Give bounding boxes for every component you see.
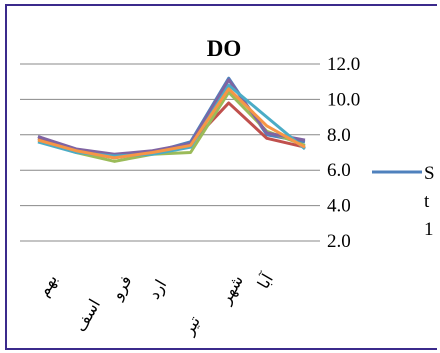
gridlines bbox=[20, 63, 320, 242]
x-category-label: بهم bbox=[35, 272, 61, 300]
series-lines bbox=[37, 76, 306, 163]
x-category-label: ارد bbox=[146, 277, 170, 302]
y-tick-label: 12.0 bbox=[327, 54, 360, 75]
chart-border bbox=[5, 4, 437, 350]
y-axis-tick-labels: 2.0 4.0 6.0 8.0 10.0 12.0 bbox=[327, 54, 360, 252]
x-category-label: آبا bbox=[253, 269, 278, 292]
series-line-5 bbox=[37, 83, 306, 158]
x-category-label: فرو bbox=[108, 273, 135, 303]
x-category-label: شهر bbox=[217, 273, 247, 308]
legend-text-line-3: 1 bbox=[424, 219, 434, 240]
legend: S t 1 bbox=[372, 163, 435, 240]
legend-text-line-2: t bbox=[424, 191, 430, 212]
series-line-4 bbox=[37, 78, 306, 156]
chart-title: DO bbox=[207, 36, 242, 61]
y-tick-label: 10.0 bbox=[327, 89, 360, 110]
x-category-label: تیر bbox=[180, 314, 204, 339]
x-category-label: اسف bbox=[72, 297, 104, 335]
y-tick-label: 4.0 bbox=[327, 196, 351, 217]
legend-text-line-1: S bbox=[424, 163, 435, 184]
series-line-6 bbox=[37, 87, 306, 160]
y-tick-label: 8.0 bbox=[327, 125, 351, 146]
y-tick-label: 6.0 bbox=[327, 160, 351, 181]
y-tick-label: 2.0 bbox=[327, 231, 351, 252]
